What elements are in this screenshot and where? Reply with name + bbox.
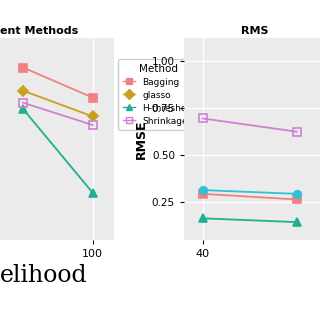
Text: elihood: elihood (0, 264, 88, 287)
Y-axis label: RMSE: RMSE (135, 119, 148, 159)
Legend: Bagging, glasso, H-threshold, Shrinkage: Bagging, glasso, H-threshold, Shrinkage (118, 59, 200, 130)
Text: RMS: RMS (241, 26, 268, 36)
Text: ent Methods: ent Methods (0, 26, 78, 36)
